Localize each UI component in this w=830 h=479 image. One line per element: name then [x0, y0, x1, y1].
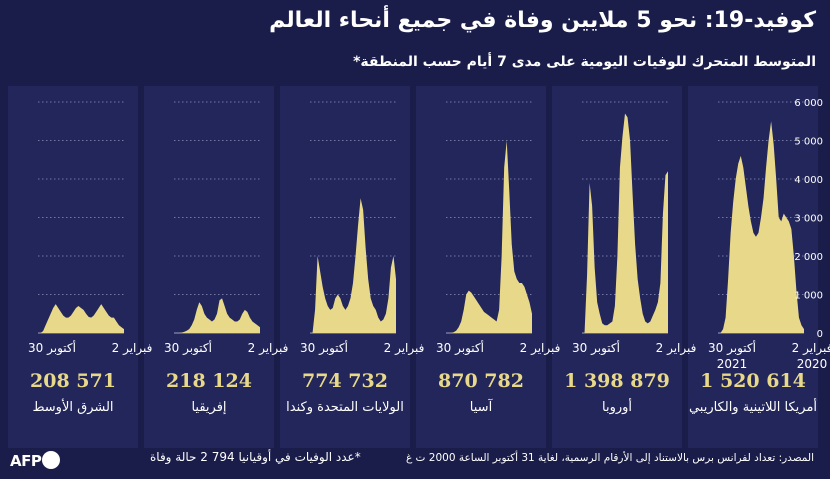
y-tick-label: 3 000	[794, 214, 823, 225]
x-tick-label: 30 أكتوبر	[164, 340, 212, 356]
source-note: المصدر: تعداد لفرانس برس بالاستناد إلى ا…	[405, 452, 814, 464]
y-tick-label: 4 000	[794, 175, 823, 186]
region-panel: 2 فبراير 30 أكتوبر	[300, 101, 425, 356]
panel-background	[8, 86, 138, 448]
area-series	[38, 304, 124, 333]
x-tick-label: 2 فبراير	[112, 341, 153, 356]
area-series	[718, 121, 804, 333]
y-tick-label: 6 000	[794, 98, 823, 109]
x-tick-label: 2 فبراير	[792, 341, 830, 356]
x-tick-label: 2 فبراير	[656, 341, 697, 356]
region-total: 870 782	[438, 370, 524, 392]
x-tick-label: 2 فبراير	[384, 341, 425, 356]
panel-background	[416, 86, 546, 448]
y-tick-label: 0	[817, 329, 823, 340]
region-name: الشرق الأوسط	[32, 400, 114, 415]
region-panel: 2 فبراير 30 أكتوبر	[572, 101, 697, 356]
logo-text: AFP	[10, 452, 42, 470]
panel-background	[144, 86, 274, 448]
logo-dot-icon	[42, 451, 61, 469]
region-name: آسيا	[469, 400, 493, 415]
region-total: 774 732	[302, 370, 388, 392]
x-tick-label: 30 أكتوبر	[300, 340, 348, 356]
region-panel: 2 فبراير 30 أكتوبر	[436, 101, 561, 356]
x-tick-label: 2 فبراير	[248, 341, 289, 356]
area-series	[582, 113, 668, 333]
x-tick-label: 30 أكتوبر	[436, 340, 484, 356]
region-total: 218 124	[166, 370, 252, 392]
x-year-label: 2020	[797, 357, 828, 371]
x-tick-label: 30 أكتوبر	[708, 340, 756, 356]
region-name: أوروبا	[601, 400, 633, 415]
y-tick-label: 5 000	[794, 137, 823, 148]
region-total: 208 571	[30, 370, 116, 392]
region-panel: 2 فبراير 30 أكتوبر 6 000 5 000 4 000 3 000 2 0…	[708, 98, 830, 371]
region-name: الولايات المتحدة وكندا	[286, 400, 404, 415]
oceania-note: *عدد الوفيات في أوقيانيا 794 2 حالة وفاة	[150, 450, 361, 464]
x-tick-label: 30 أكتوبر	[28, 340, 76, 356]
area-series	[174, 298, 260, 333]
area-series	[310, 198, 396, 333]
chart-title: كوفيد-19: نحو 5 ملايين وفاة في جميع أنحا…	[269, 8, 816, 33]
region-name: أمريكا اللاتينية والكاريبي	[688, 400, 818, 415]
area-series	[446, 140, 532, 333]
y-tick-label: 1 000	[794, 291, 823, 302]
region-total: 1 398 879	[564, 370, 670, 392]
panel-background	[280, 86, 410, 448]
x-tick-label: 30 أكتوبر	[572, 340, 620, 356]
region-total: 1 520 614	[700, 370, 806, 392]
afp-logo: AFP	[10, 451, 61, 470]
x-year-label: 2021	[717, 357, 748, 371]
region-panel: 2 فبراير 30 أكتوبر	[28, 101, 153, 356]
y-tick-label: 2 000	[794, 252, 823, 263]
chart-subtitle: المتوسط المتحرك للوفيات اليومية على مدى …	[353, 54, 816, 70]
region-panel: 2 فبراير 30 أكتوبر	[164, 101, 289, 356]
x-tick-label: 2 فبراير	[520, 341, 561, 356]
region-name: إفريقيا	[191, 400, 227, 415]
